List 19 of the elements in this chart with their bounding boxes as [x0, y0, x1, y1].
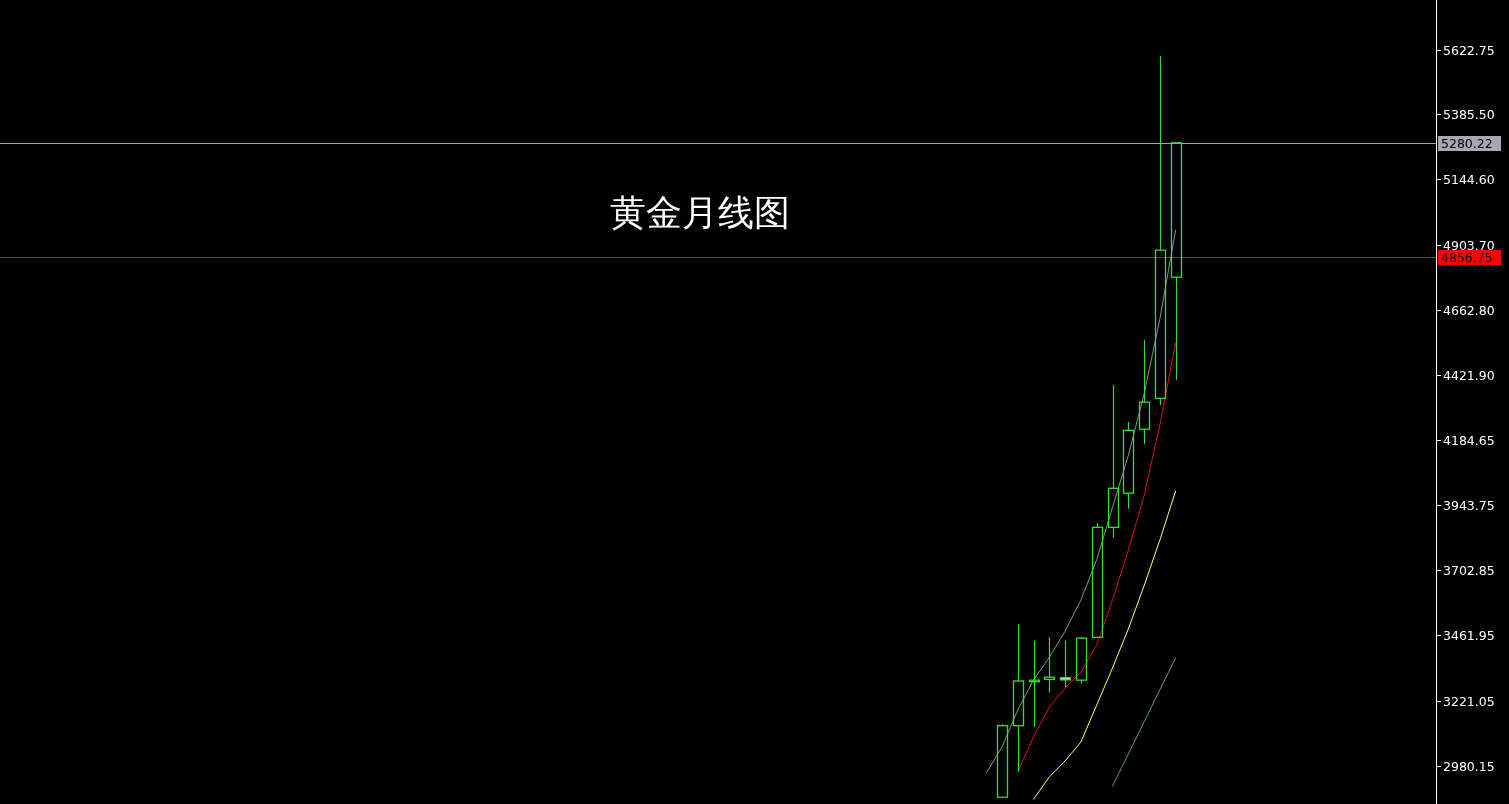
line-series — [1017, 342, 1177, 773]
y-tick-label: 5144.60 — [1443, 172, 1495, 187]
ref-line-label: 4856.75 — [1441, 250, 1493, 265]
y-tick-label: 3702.85 — [1443, 563, 1495, 578]
line-series — [1033, 490, 1177, 800]
y-tick-label: 2980.15 — [1443, 759, 1495, 774]
y-tick-label: 4184.65 — [1443, 433, 1495, 448]
line-series — [1112, 657, 1177, 787]
y-tick-label: 4662.80 — [1443, 303, 1495, 318]
line-series — [985, 229, 1177, 774]
y-tick-label: 5622.75 — [1443, 43, 1495, 58]
y-tick-label: 5385.50 — [1443, 107, 1495, 122]
text: 黄金月线图 — [610, 191, 790, 233]
y-tick-label: 3461.95 — [1443, 628, 1495, 643]
y-tick-label: 4903.70 — [1443, 238, 1495, 253]
y-tick-label: 4421.90 — [1443, 368, 1495, 383]
y-tick-label: 3221.05 — [1443, 694, 1495, 709]
y-tick-label: 3943.75 — [1443, 498, 1495, 513]
ref-line-label: 5280.22 — [1441, 136, 1493, 151]
